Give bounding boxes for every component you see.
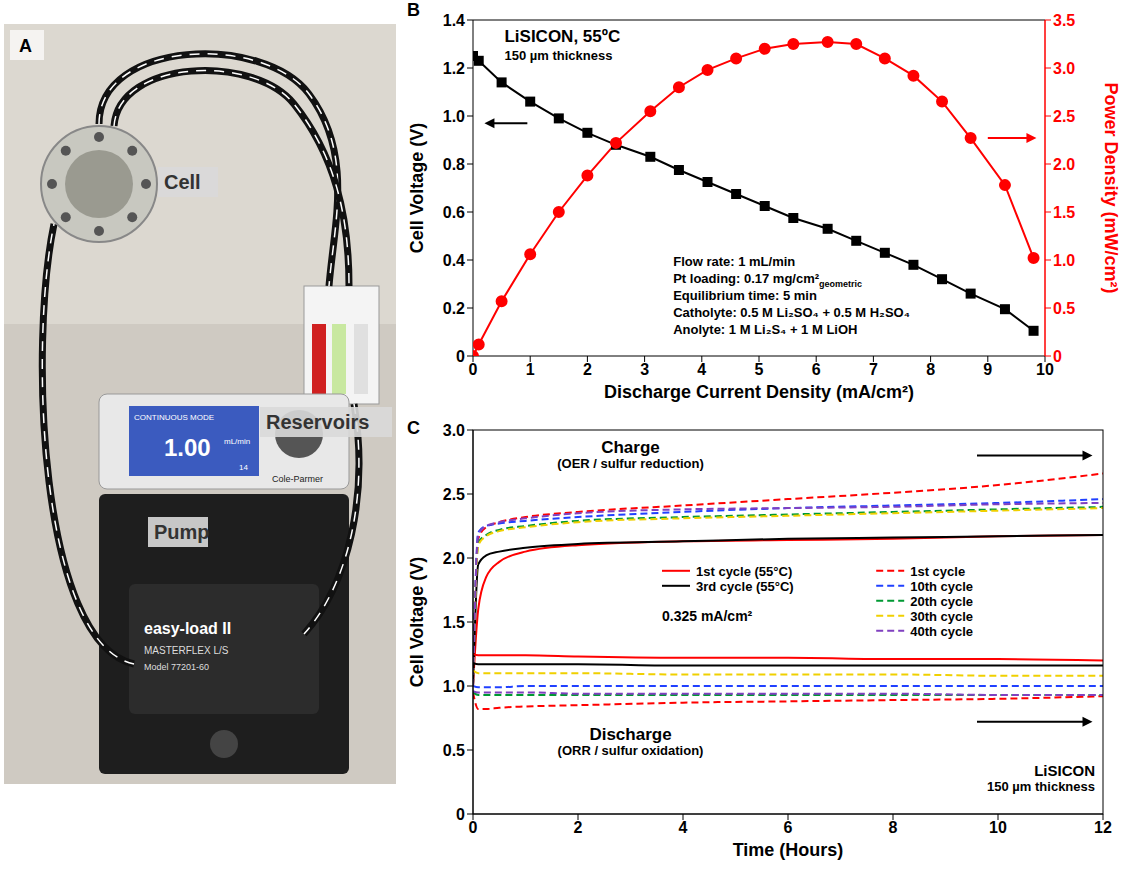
svg-text:1.00: 1.00	[164, 434, 211, 461]
svg-text:3rd cycle (55°C): 3rd cycle (55°C)	[696, 579, 794, 594]
svg-text:6: 6	[812, 361, 821, 378]
svg-text:1.2: 1.2	[443, 60, 465, 77]
svg-text:0.2: 0.2	[443, 300, 465, 317]
svg-text:Reservoirs: Reservoirs	[266, 411, 369, 433]
svg-text:0: 0	[469, 361, 478, 378]
svg-text:Power Density (mW/cm²): Power Density (mW/cm²)	[1101, 82, 1121, 293]
svg-text:7: 7	[869, 361, 878, 378]
svg-text:40th cycle: 40th cycle	[910, 624, 973, 639]
svg-text:12: 12	[1094, 819, 1112, 836]
svg-text:0: 0	[456, 348, 465, 365]
svg-text:2.0: 2.0	[1053, 156, 1075, 173]
svg-text:5: 5	[755, 361, 764, 378]
svg-text:2: 2	[574, 819, 583, 836]
svg-text:3.5: 3.5	[1053, 12, 1075, 29]
svg-text:2.5: 2.5	[443, 486, 465, 503]
svg-text:1: 1	[526, 361, 535, 378]
svg-text:3: 3	[640, 361, 649, 378]
svg-text:0.6: 0.6	[443, 204, 465, 221]
svg-text:Equilibrium time: 5 min: Equilibrium time: 5 min	[673, 288, 817, 303]
svg-text:0.4: 0.4	[443, 252, 465, 269]
svg-text:MASTERFLEX L/S: MASTERFLEX L/S	[144, 645, 229, 656]
svg-text:10: 10	[1036, 361, 1054, 378]
svg-text:2.0: 2.0	[443, 550, 465, 567]
svg-text:1.0: 1.0	[443, 678, 465, 695]
svg-text:4: 4	[679, 819, 688, 836]
svg-text:0.325 mA/cm²: 0.325 mA/cm²	[662, 608, 753, 624]
svg-text:Time (Hours): Time (Hours)	[733, 840, 844, 860]
svg-text:1.5: 1.5	[443, 614, 465, 631]
svg-text:6: 6	[784, 819, 793, 836]
svg-text:Catholyte: 0.5 M Li₂SO₄ + 0.5: Catholyte: 0.5 M Li₂SO₄ + 0.5 M H₂SO₄	[673, 305, 910, 320]
svg-text:Cole-Parmer: Cole-Parmer	[272, 474, 323, 484]
svg-text:8: 8	[889, 819, 898, 836]
svg-text:easy-load II: easy-load II	[144, 620, 231, 637]
svg-text:30th cycle: 30th cycle	[910, 609, 973, 624]
svg-text:0: 0	[1053, 348, 1062, 365]
svg-text:Charge: Charge	[601, 438, 660, 457]
svg-text:B: B	[407, 0, 420, 20]
svg-text:CONTINUOUS MODE: CONTINUOUS MODE	[134, 413, 214, 422]
svg-text:1.0: 1.0	[1053, 252, 1075, 269]
svg-text:Model 77201-60: Model 77201-60	[144, 662, 209, 672]
svg-text:Flow rate: 1 mL/min: Flow rate: 1 mL/min	[673, 254, 795, 269]
svg-text:0.8: 0.8	[443, 156, 465, 173]
svg-text:14: 14	[239, 463, 248, 472]
svg-text:1.4: 1.4	[443, 12, 465, 29]
svg-text:1.5: 1.5	[1053, 204, 1075, 221]
svg-text:0.5: 0.5	[443, 742, 465, 759]
svg-text:1st cycle (55°C): 1st cycle (55°C)	[696, 564, 792, 579]
svg-text:Discharge: Discharge	[589, 725, 671, 744]
svg-text:3.0: 3.0	[1053, 60, 1075, 77]
svg-text:Pt loading: 0.17 mg/cm²geometr: Pt loading: 0.17 mg/cm²geometric	[673, 271, 862, 289]
svg-text:2: 2	[583, 361, 592, 378]
svg-text:1st cycle: 1st cycle	[910, 564, 965, 579]
svg-text:4: 4	[697, 361, 706, 378]
svg-text:Pump: Pump	[154, 521, 210, 543]
svg-text:LiSICON: LiSICON	[1034, 762, 1095, 779]
svg-text:9: 9	[983, 361, 992, 378]
svg-text:(ORR / sulfur oxidation): (ORR / sulfur oxidation)	[558, 743, 704, 758]
svg-text:0: 0	[469, 819, 478, 836]
svg-text:(OER / sulfur reduction): (OER / sulfur reduction)	[557, 456, 704, 471]
svg-text:A: A	[19, 36, 32, 56]
svg-text:10th cycle: 10th cycle	[910, 579, 973, 594]
svg-text:mL/min: mL/min	[224, 437, 250, 446]
svg-text:LiSICON, 55ºC: LiSICON, 55ºC	[504, 27, 620, 46]
svg-text:Cell Voltage (V): Cell Voltage (V)	[407, 123, 427, 254]
svg-text:20th cycle: 20th cycle	[910, 594, 973, 609]
svg-text:1.0: 1.0	[443, 108, 465, 125]
svg-text:Discharge Current Density (mA/: Discharge Current Density (mA/cm²)	[604, 382, 914, 402]
svg-text:0: 0	[456, 806, 465, 823]
svg-text:C: C	[407, 418, 420, 438]
svg-text:3.0: 3.0	[443, 422, 465, 439]
svg-text:Cell Voltage (V): Cell Voltage (V)	[407, 557, 427, 688]
svg-text:0.5: 0.5	[1053, 300, 1075, 317]
svg-text:8: 8	[926, 361, 935, 378]
svg-text:2.5: 2.5	[1053, 108, 1075, 125]
svg-text:Cell: Cell	[164, 171, 201, 193]
svg-text:10: 10	[989, 819, 1007, 836]
svg-text:150 µm thickness: 150 µm thickness	[987, 779, 1095, 794]
svg-text:Anolyte: 1 M Li₂S₄ + 1 M LiOH: Anolyte: 1 M Li₂S₄ + 1 M LiOH	[673, 322, 857, 337]
svg-text:150 µm thickness: 150 µm thickness	[504, 48, 612, 63]
